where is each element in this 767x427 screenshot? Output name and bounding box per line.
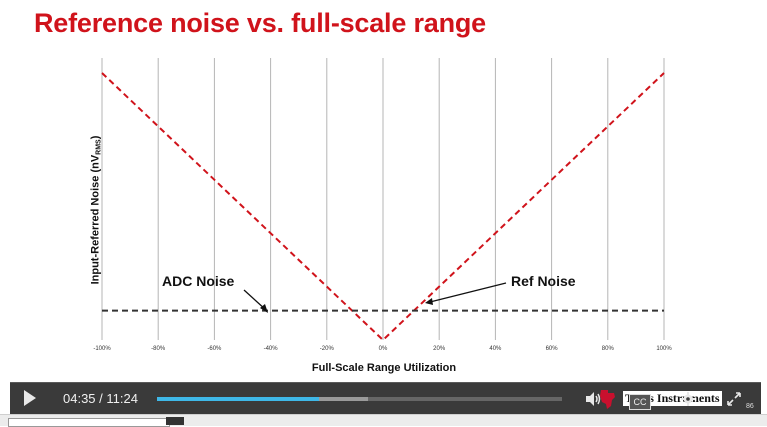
x-tick-label: -20% <box>319 346 334 352</box>
fullscreen-icon[interactable] <box>726 391 742 407</box>
adc-noise-label: ADC Noise <box>162 273 235 289</box>
volume-icon[interactable] <box>584 390 602 408</box>
x-tick-label: -60% <box>207 346 222 352</box>
played-bar <box>157 397 319 401</box>
x-axis-label: Full-Scale Range Utilization <box>311 362 457 374</box>
x-tick-label: 100% <box>656 346 672 352</box>
grid-lines <box>101 58 665 340</box>
x-tick-label: 80% <box>601 346 614 352</box>
ref-noise-arrowhead <box>425 298 433 305</box>
page-bottom-strip <box>0 414 767 426</box>
series-layer <box>101 72 665 342</box>
slide-title: Reference noise vs. full-scale range <box>34 8 486 38</box>
current-time: 04:35 <box>63 391 96 406</box>
bottom-input-box[interactable] <box>8 418 170 427</box>
ref-noise-arrow <box>429 282 507 303</box>
x-tick-label: 0% <box>378 346 388 352</box>
video-controls: 04:35 / 11:24 Texas Instruments CC 86 <box>10 382 761 414</box>
x-tick-label: -100% <box>93 346 111 352</box>
ref-noise-label: Ref Noise <box>511 273 576 289</box>
closed-captions-button[interactable]: CC <box>629 394 651 410</box>
x-tick-label: -80% <box>151 346 166 352</box>
x-tick-label: 20% <box>433 346 446 352</box>
settings-gear-icon[interactable] <box>681 392 695 406</box>
progress-bar[interactable] <box>157 397 562 401</box>
x-tick-label: 40% <box>489 346 502 352</box>
chart-plot <box>101 58 665 342</box>
adc-noise-arrowhead <box>260 304 268 313</box>
counter-badge: 86 <box>746 403 754 410</box>
bottom-square-button[interactable] <box>166 417 184 425</box>
time-display: 04:35 / 11:24 <box>63 391 138 406</box>
play-button[interactable] <box>24 390 36 406</box>
x-tick-label: -40% <box>263 346 278 352</box>
ti-logo-icon <box>600 390 615 409</box>
y-axis-label: Input-Referred Noise (nVRMS) <box>89 135 103 285</box>
x-tick-label: 60% <box>545 346 558 352</box>
slide: Reference noise vs. full-scale range Inp… <box>34 8 672 374</box>
duration: 11:24 <box>106 391 138 406</box>
